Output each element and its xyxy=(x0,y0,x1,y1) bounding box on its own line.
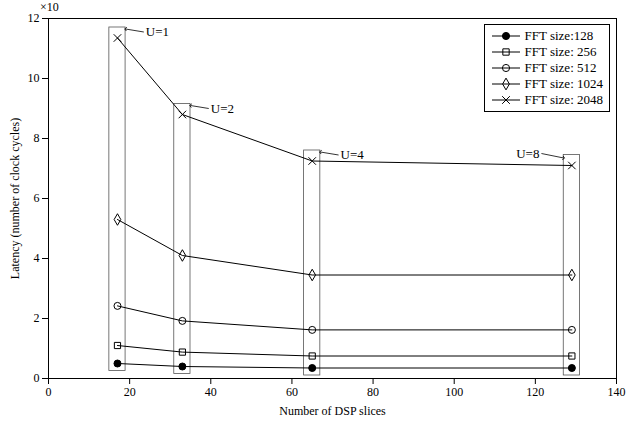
svg-text:U=2: U=2 xyxy=(211,101,234,116)
svg-text:8: 8 xyxy=(34,131,40,145)
svg-text:4: 4 xyxy=(34,251,40,265)
svg-text:U=1: U=1 xyxy=(146,24,169,39)
svg-text:0: 0 xyxy=(46,385,52,399)
svg-text:120: 120 xyxy=(526,385,544,399)
svg-text:40: 40 xyxy=(205,385,217,399)
svg-text:80: 80 xyxy=(367,385,379,399)
html-text:FFT size: 1024: FFT size: 1024 xyxy=(524,76,603,91)
svg-text:Number of DSP slices: Number of DSP slices xyxy=(279,404,386,418)
svg-text:6: 6 xyxy=(34,191,40,205)
svg-text:12: 12 xyxy=(28,11,40,25)
svg-text:100: 100 xyxy=(445,385,463,399)
html-text:FFT size: 512: FFT size: 512 xyxy=(524,60,597,75)
html-text:FFT size: 256: FFT size: 256 xyxy=(524,44,597,59)
svg-text:Latency (number of clock cycle: Latency (number of clock cycles) xyxy=(8,118,22,279)
html-text:×10: ×10 xyxy=(40,0,59,14)
svg-text:U=8: U=8 xyxy=(516,146,539,161)
svg-text:140: 140 xyxy=(608,385,626,399)
svg-text:0: 0 xyxy=(34,371,40,385)
html-text:FFT size:128: FFT size:128 xyxy=(524,28,594,43)
svg-text:U=4: U=4 xyxy=(341,147,365,162)
svg-text:2: 2 xyxy=(34,311,40,325)
svg-text:20: 20 xyxy=(124,385,136,399)
html-text:FFT size: 2048: FFT size: 2048 xyxy=(524,92,603,107)
svg-text:60: 60 xyxy=(286,385,298,399)
svg-text:10: 10 xyxy=(28,71,40,85)
